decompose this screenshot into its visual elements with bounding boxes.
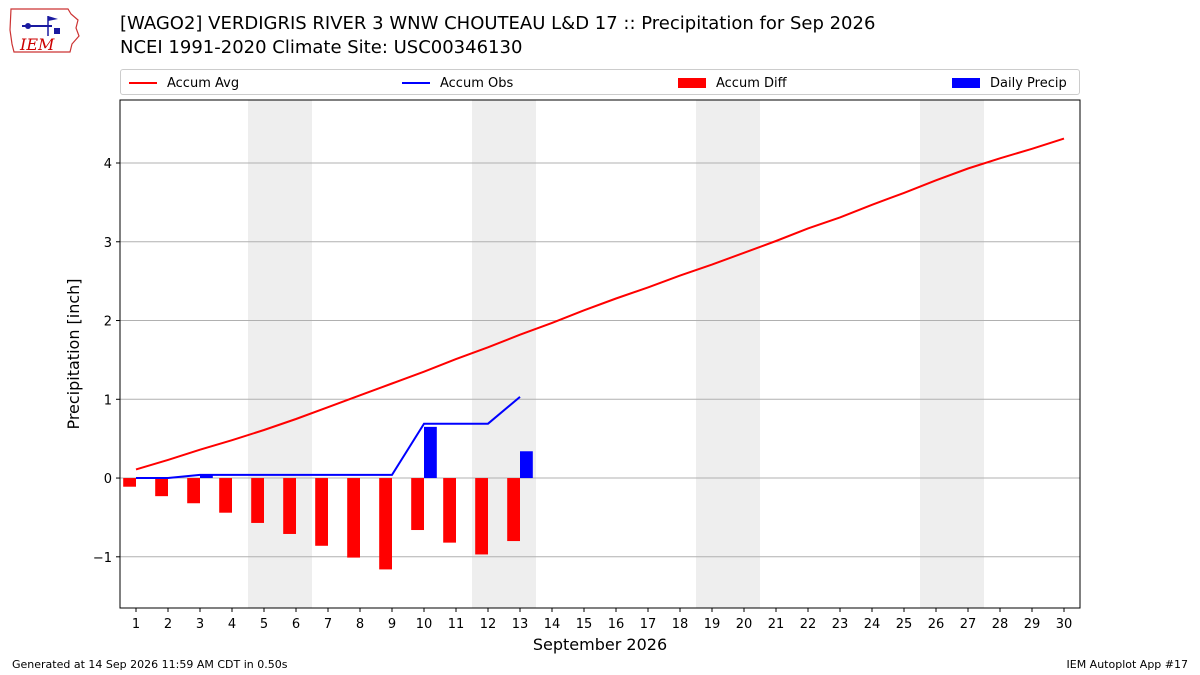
x-tick-label: 22	[800, 617, 817, 632]
x-tick-label: 29	[1024, 617, 1041, 632]
x-tick-label: 14	[544, 617, 561, 632]
logo-text: IEM	[19, 35, 55, 54]
legend-label-accum-diff: Accum Diff	[716, 75, 787, 91]
x-tick-label: 10	[416, 617, 433, 632]
accum-obs-line	[136, 396, 521, 479]
legend-item-accum-obs: Accum Obs	[402, 74, 513, 92]
x-tick-label: 2	[164, 617, 172, 632]
x-tick-label: 5	[260, 617, 268, 632]
legend-label-daily-precip: Daily Precip	[990, 75, 1067, 91]
x-tick-label: 8	[356, 617, 364, 632]
x-tick-label: 20	[736, 617, 753, 632]
x-tick-label: 11	[448, 617, 465, 632]
weekend-band-2	[696, 100, 760, 608]
plot-frame	[119, 99, 1081, 609]
x-tick-label: 27	[960, 617, 977, 632]
daily-precip-bar	[520, 451, 533, 479]
x-tick-label: 23	[832, 617, 849, 632]
accum-diff-bar	[507, 478, 520, 542]
legend-swatch-daily-precip	[952, 78, 980, 88]
legend-item-accum-diff: Accum Diff	[678, 74, 787, 92]
accum-diff-bar	[347, 478, 360, 558]
footer-app-label: IEM Autoplot App #17	[1066, 658, 1189, 671]
x-tick-label: 30	[1056, 617, 1073, 632]
y-tick-label: 4	[104, 157, 112, 172]
legend: Accum Avg Accum Obs Accum Diff Daily Pre…	[120, 69, 1080, 95]
accum-diff-bar	[443, 478, 456, 543]
iem-logo: IEM	[8, 6, 82, 62]
x-tick-label: 12	[480, 617, 497, 632]
accum-diff-bar	[251, 478, 264, 523]
daily-precip-bar	[200, 474, 213, 479]
accum-diff-bar	[411, 478, 424, 531]
accum-avg-line	[135, 137, 1065, 471]
x-tick-label: 24	[864, 617, 881, 632]
x-tick-label: 26	[928, 617, 945, 632]
x-tick-label: 4	[228, 617, 236, 632]
chart-title: [WAGO2] VERDIGRIS RIVER 3 WNW CHOUTEAU L…	[120, 13, 876, 34]
iowa-map-icon: IEM	[9, 8, 80, 54]
x-tick-label: 18	[672, 617, 689, 632]
grid-lines	[120, 162, 1080, 558]
x-tick-label: 28	[992, 617, 1009, 632]
legend-swatch-accum-obs	[402, 82, 430, 84]
x-tick-label: 16	[608, 617, 625, 632]
x-axis-label: September 2026	[533, 635, 667, 654]
daily-precip-bar	[424, 426, 437, 479]
x-tick-label: 13	[512, 617, 529, 632]
accum-diff-bar	[315, 478, 328, 546]
x-tick-label: 25	[896, 617, 913, 632]
x-tick-label: 7	[324, 617, 332, 632]
accum-diff-bar	[283, 478, 296, 534]
legend-item-daily-precip: Daily Precip	[952, 74, 1067, 92]
weekend-band-3	[920, 100, 984, 608]
legend-swatch-accum-avg	[129, 82, 157, 84]
legend-label-accum-obs: Accum Obs	[440, 75, 514, 91]
x-tick-label: 17	[640, 617, 657, 632]
accum-diff-bar	[219, 478, 232, 513]
y-axis: −1 0 1 2 3 4	[93, 157, 120, 566]
y-tick-label: 0	[104, 472, 112, 487]
accum-diff-bar	[475, 478, 488, 555]
x-tick-label: 1	[132, 617, 140, 632]
x-tick-label: 19	[704, 617, 721, 632]
accum-diff-bar	[379, 478, 392, 570]
y-tick-label: 3	[104, 236, 112, 251]
x-tick-label: 3	[196, 617, 204, 632]
legend-swatch-accum-diff	[678, 78, 706, 88]
x-tick-label: 15	[576, 617, 593, 632]
y-axis-label: Precipitation [inch]	[64, 278, 83, 429]
x-tick-label: 6	[292, 617, 300, 632]
weekend-band-0	[248, 100, 312, 608]
accum-diff-bar	[187, 478, 200, 504]
y-tick-label: −1	[93, 551, 112, 566]
x-tick-label: 9	[388, 617, 396, 632]
x-axis: 1 2 3 4 5 6 7 8 9 10 11 12 13 14 15 16 17 18 19 20 21 22 23 24 2…	[132, 608, 1072, 632]
legend-item-accum-avg: Accum Avg	[129, 74, 239, 92]
bars	[123, 426, 533, 570]
accum-diff-bar	[155, 478, 168, 497]
y-tick-label: 2	[104, 315, 112, 330]
chart-subtitle: NCEI 1991-2020 Climate Site: USC00346130	[120, 37, 523, 58]
y-tick-label: 1	[104, 393, 112, 408]
x-tick-label: 21	[768, 617, 785, 632]
footer-generated-text: Generated at 14 Sep 2026 11:59 AM CDT in…	[12, 658, 288, 671]
accum-diff-bar	[123, 478, 136, 487]
lines	[135, 137, 1065, 479]
legend-label-accum-avg: Accum Avg	[167, 75, 240, 91]
